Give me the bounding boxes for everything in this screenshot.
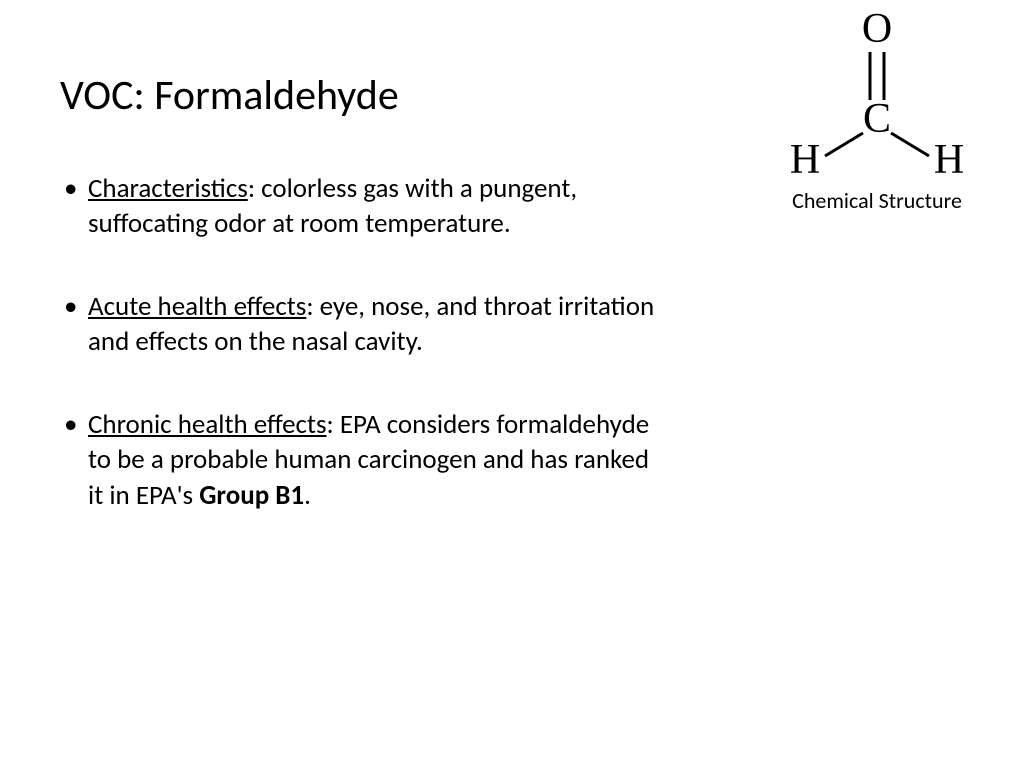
c-h-bond-right — [891, 133, 929, 156]
bullet-item: Chronic health effects: EPA considers fo… — [60, 407, 670, 512]
chemical-structure-block: O C H H Chemical Structure — [752, 8, 1002, 214]
atom-carbon: C — [863, 96, 891, 142]
formaldehyde-structure-icon: O C H H — [777, 8, 977, 183]
bullet-label: Chronic health effects — [88, 408, 327, 441]
bullet-list: Characteristics: colorless gas with a pu… — [60, 171, 670, 513]
bullet-item: Acute health effects: eye, nose, and thr… — [60, 289, 670, 359]
atom-hydrogen-right: H — [934, 137, 964, 183]
c-h-bond-left — [825, 133, 863, 156]
bullet-bold: Group B1 — [199, 479, 304, 512]
bullet-item: Characteristics: colorless gas with a pu… — [60, 171, 670, 241]
bullet-label: Acute health effects — [88, 290, 306, 323]
slide: VOC: Formaldehyde Characteristics: color… — [0, 0, 1024, 768]
bullet-text: . — [304, 479, 311, 512]
atom-oxygen: O — [862, 8, 892, 52]
bullet-label: Characteristics — [88, 172, 248, 205]
chemical-structure-caption: Chemical Structure — [752, 187, 1002, 214]
atom-hydrogen-left: H — [790, 137, 820, 183]
